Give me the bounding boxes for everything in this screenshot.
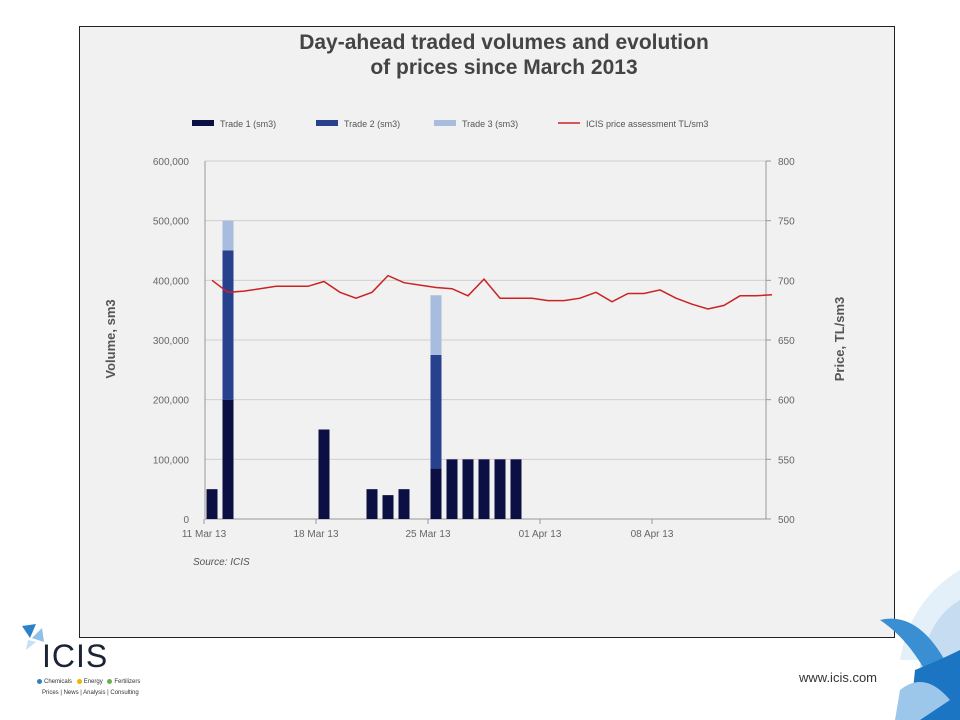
legend-swatch [192, 120, 214, 126]
bar-trade2 [222, 250, 234, 400]
chart-title-line: of prices since March 2013 [370, 56, 637, 79]
y-right-tick-label: 750 [778, 217, 795, 228]
x-tick-label: 25 Mar 13 [405, 529, 450, 540]
bar-trade1 [446, 459, 458, 519]
sector-energy: Energy [83, 679, 103, 686]
x-tick-label: 18 Mar 13 [293, 529, 338, 540]
x-tick-label: 08 Apr 13 [631, 529, 674, 540]
chart-title-line: Day-ahead traded volumes and evolution [299, 31, 709, 54]
chart: Day-ahead traded volumes and evolutionof… [103, 31, 847, 568]
price-line [211, 274, 773, 310]
bar-trade1 [366, 489, 378, 519]
bar-trade1 [430, 468, 442, 519]
icis-logo-icon [22, 624, 44, 650]
legend-label: Trade 1 (sm3) [220, 119, 276, 129]
legend-swatch [434, 120, 456, 126]
chemicals-dot-icon [37, 679, 42, 684]
legend-swatch [316, 120, 338, 126]
bar-trade3 [222, 220, 234, 251]
bar-trade2 [430, 354, 442, 469]
logo-services: Prices | News | Analysis | Consulting [42, 690, 139, 696]
bar-trade1 [494, 459, 506, 519]
sector-fertilizers: Fertilizers [114, 679, 141, 686]
energy-dot-icon [76, 679, 82, 684]
y-left-tick-label: 400,000 [153, 276, 190, 287]
bar-trade1 [222, 399, 234, 519]
logo-name: ICIS [42, 638, 109, 674]
y-left-tick-label: 0 [183, 515, 189, 526]
bar-trade1 [206, 489, 218, 519]
decorative-corner-art [880, 570, 960, 720]
bar-trade1 [398, 489, 410, 519]
y-left-tick-label: 200,000 [153, 396, 190, 407]
x-tick-label: 01 Apr 13 [519, 529, 562, 540]
y-right-tick-label: 800 [778, 157, 795, 168]
y-right-tick-label: 650 [778, 336, 795, 347]
chart-source: Source: ICIS [193, 557, 250, 568]
y-right-axis-title: Price, TL/sm3 [832, 297, 847, 382]
y-right-tick-label: 500 [778, 515, 795, 526]
slide-frame: Day-ahead traded volumes and evolution of… [79, 26, 895, 638]
bar-trade1 [478, 459, 490, 519]
bar-trade1 [510, 459, 522, 519]
y-left-axis-title: Volume, sm3 [103, 299, 118, 378]
bar-trade1 [382, 495, 394, 519]
y-right-tick-label: 600 [778, 396, 795, 407]
y-left-tick-label: 500,000 [153, 217, 190, 228]
y-left-tick-label: 600,000 [153, 157, 190, 168]
legend-label: ICIS price assessment TL/sm3 [586, 119, 708, 129]
sector-chemicals: Chemicals [44, 679, 73, 686]
x-tick-label: 11 Mar 13 [182, 529, 227, 540]
website-link[interactable]: www.icis.com [799, 670, 878, 685]
legend-label: Trade 3 (sm3) [462, 119, 518, 129]
y-left-tick-label: 300,000 [153, 336, 190, 347]
fertilizers-dot-icon [107, 679, 113, 684]
bar-trade3 [430, 295, 442, 355]
legend-label: Trade 2 (sm3) [344, 119, 400, 129]
bar-trade1 [318, 429, 330, 519]
logo-sectors: Chemicals Energy Fertilizers [34, 679, 140, 685]
y-right-tick-label: 550 [778, 455, 795, 466]
y-right-tick-label: 700 [778, 276, 795, 287]
bar-trade1 [462, 459, 474, 519]
y-left-tick-label: 100,000 [153, 455, 190, 466]
